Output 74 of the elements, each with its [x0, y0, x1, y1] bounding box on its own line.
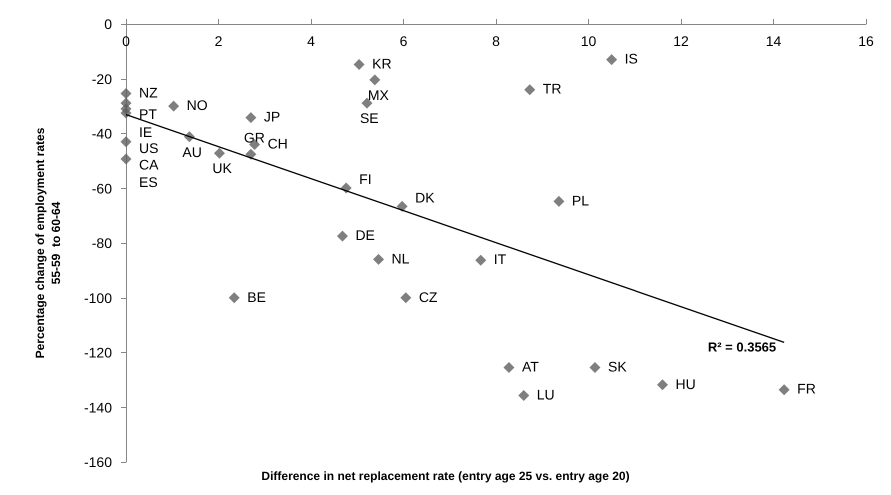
- y-tick-label: -60: [92, 180, 112, 196]
- annotation: NZ: [139, 84, 158, 101]
- y-tick-label: -80: [92, 235, 112, 251]
- x-tick-label: 4: [307, 33, 316, 49]
- annotation: JP: [264, 108, 280, 125]
- point: [524, 84, 536, 96]
- annotation: GR: [244, 129, 265, 146]
- point: [400, 292, 412, 304]
- y-tick-label: -40: [92, 126, 112, 142]
- point: [553, 196, 564, 207]
- annotation: IE: [139, 124, 152, 140]
- y-tick-label: 0: [104, 16, 112, 32]
- annotation: CZ: [418, 288, 438, 305]
- y-tick-label: -140: [84, 399, 112, 416]
- annotation: ES: [139, 174, 158, 190]
- x-tick-label: 8: [492, 33, 500, 49]
- point: [336, 230, 348, 242]
- annotation: FR: [797, 380, 816, 397]
- annotation: NO: [186, 97, 208, 114]
- point: [168, 100, 180, 112]
- y-tick-label: -120: [84, 344, 112, 360]
- annotation: LU: [536, 386, 555, 402]
- x-tick-label: 16: [858, 33, 874, 49]
- x-tick-label: 10: [580, 33, 596, 49]
- annotation: IS: [624, 50, 638, 67]
- point: [475, 254, 486, 266]
- annotation: PL: [572, 192, 590, 208]
- point: [518, 390, 530, 401]
- point: [503, 362, 514, 374]
- annotation: IT: [494, 251, 507, 268]
- annotation: AT: [522, 358, 540, 375]
- x-tick-label: 0: [122, 33, 130, 49]
- y-tick-label: -160: [84, 454, 112, 470]
- x-tick-label: 12: [673, 33, 689, 49]
- point: [589, 362, 600, 374]
- x-tick-label: 14: [766, 33, 782, 49]
- annotation: UK: [212, 160, 233, 176]
- annotation: MX: [368, 86, 390, 103]
- annotation: NL: [392, 250, 410, 266]
- annotation: DK: [415, 189, 436, 206]
- point: [228, 292, 240, 304]
- x-axis-title: Difference in net replacement rate (entry age 25 vs. entry age 20): [261, 469, 630, 483]
- annotation: SK: [608, 358, 628, 375]
- point: [120, 107, 132, 118]
- annotation: HU: [676, 376, 696, 392]
- x-tick-label: 6: [400, 33, 408, 49]
- point: [606, 54, 618, 66]
- point: [214, 148, 225, 159]
- annotation: TR: [542, 80, 562, 97]
- x-tick-label: 2: [214, 33, 223, 49]
- annotation: FI: [359, 170, 372, 187]
- point: [120, 153, 132, 164]
- annotation: SE: [360, 110, 379, 126]
- point: [354, 59, 365, 70]
- annotation: KR: [372, 56, 392, 72]
- point: [657, 379, 668, 390]
- annotation: AU: [182, 144, 202, 160]
- point: [396, 200, 408, 212]
- annotation: DE: [355, 227, 375, 244]
- point: [120, 136, 132, 148]
- annotation: BE: [247, 288, 266, 305]
- point: [369, 74, 380, 86]
- point: [778, 384, 790, 396]
- annotation: US: [139, 140, 158, 156]
- annotation: CA: [139, 156, 160, 173]
- point: [245, 112, 256, 124]
- annotation: PT: [139, 106, 158, 122]
- point: [373, 254, 384, 265]
- y-axis-title: Percentage change of employment rates 55-59 to 60-64: [33, 127, 63, 358]
- annotation: R² = 0.3565: [708, 339, 776, 354]
- y-tick-label: -100: [84, 290, 112, 306]
- y-tick-label: -20: [92, 70, 112, 87]
- point: [120, 88, 132, 100]
- annotation: CH: [268, 135, 288, 152]
